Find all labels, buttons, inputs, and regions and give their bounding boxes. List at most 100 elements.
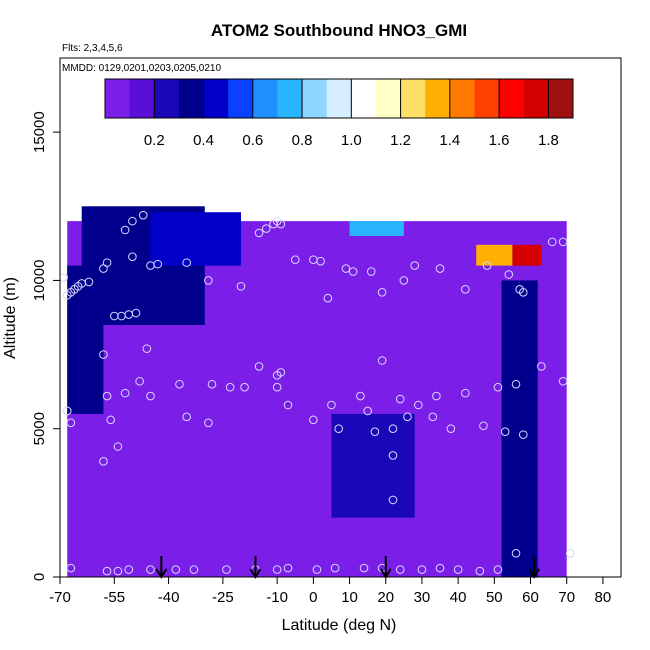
colorbar-swatch [351, 79, 377, 118]
x-tick-label: -70 [49, 589, 71, 606]
flight-path-point [388, 424, 398, 434]
flight-path-point [254, 228, 264, 238]
flight-path-point [316, 256, 325, 266]
x-axis: -70 -55 -40 -25 -10 0 10 20 30 40 50 60 70 80 [49, 577, 611, 606]
y-tick-label: 15000 [31, 111, 48, 153]
colorbar-swatch [499, 79, 525, 118]
flights-note: Flts: 2,3,4,5,6 [62, 43, 123, 54]
flight-path-point [182, 412, 191, 422]
colorbar-frame [104, 78, 574, 119]
x-tick-label: 30 [414, 589, 431, 606]
flight-path-point [511, 548, 521, 558]
chart-title: ATOM2 Southbound HNO3_GMI [211, 21, 467, 40]
colorbar-swatch [154, 79, 180, 118]
flight-path-point [84, 277, 94, 287]
flight-path-point [558, 237, 568, 247]
flight-path-point [283, 563, 293, 573]
flight-path-point [102, 391, 112, 401]
flight-path-point [334, 424, 343, 434]
flight-path-point [537, 362, 546, 371]
flight-path-point [113, 566, 123, 576]
dates-note: MMDD: 0129,0201,0203,0205,0210 [62, 63, 221, 74]
flight-path-point [131, 308, 141, 318]
flight-path-point [222, 565, 231, 574]
flight-path-point [142, 344, 152, 353]
flight-path-point [482, 261, 492, 270]
flight-path-point [120, 225, 130, 235]
flight-path-point [370, 427, 380, 436]
flight-path-point [500, 427, 510, 436]
flight-path-point [138, 210, 148, 220]
x-tick-label: -40 [158, 589, 180, 606]
colorbar-swatch [400, 79, 426, 118]
colorbar-swatch [523, 79, 549, 118]
y-tick-label: 0 [31, 573, 48, 581]
colorbar-swatch [302, 79, 328, 118]
heatmap-region [476, 244, 513, 266]
x-axis-label: Latitude (deg N) [282, 617, 397, 634]
flight-path-point [254, 362, 264, 371]
heatmap-field [67, 206, 567, 577]
flight-path-point [493, 565, 503, 574]
colorbar-tick-label: 1.2 [390, 132, 411, 149]
flight-path-point [240, 382, 249, 392]
flight-path-point [395, 565, 405, 574]
flight-path-point [493, 382, 503, 392]
x-tick-label: 10 [341, 589, 358, 606]
colorbar-tick-label: 1.6 [489, 132, 510, 149]
flight-path-point [479, 421, 488, 431]
x-tick-label: 80 [595, 589, 612, 606]
plot-frame [59, 57, 622, 578]
flight-path-point [435, 563, 445, 573]
y-tick-label: 10000 [31, 260, 48, 302]
flight-path-point [272, 382, 282, 392]
flight-path-point [547, 237, 557, 247]
flight-path-point [403, 412, 412, 422]
colorbar-swatch [474, 79, 500, 118]
x-tick-label: 20 [377, 589, 394, 606]
flight-path-point [461, 285, 470, 294]
y-tick-label: 5000 [31, 412, 48, 445]
flight-path-point [363, 406, 372, 416]
flight-path-point [225, 382, 235, 392]
colorbar-tick-label: 0.8 [292, 132, 313, 149]
flight-path-point [461, 388, 470, 398]
x-tick-label: 0 [309, 589, 317, 606]
flight-path-point [377, 356, 387, 365]
flight-path-point [566, 548, 575, 558]
flight-path-point [153, 259, 163, 269]
colorbar-tick-label: 0.4 [193, 132, 214, 149]
x-tick-label: -10 [266, 589, 288, 606]
flight-path-point [99, 350, 108, 359]
flight-path-point [432, 391, 441, 401]
x-tick-label: -55 [103, 589, 125, 606]
heatmap-region [349, 221, 404, 236]
x-tick-label: 60 [522, 589, 539, 606]
colorbar-swatch [277, 79, 303, 118]
flight-path-point [182, 258, 191, 267]
colorbar: 0.2 0.4 0.6 0.8 1.0 1.2 1.4 1.6 1.8 [104, 78, 574, 149]
x-tick-label: 50 [486, 589, 503, 606]
flight-path-point [446, 424, 456, 434]
flight-path-point [175, 379, 184, 389]
colorbar-swatch [129, 79, 155, 118]
flight-path-point [99, 457, 108, 466]
flight-path-point [102, 566, 112, 576]
flight-path-point [204, 276, 213, 285]
colorbar-tick-label: 1.4 [439, 132, 460, 149]
flight-path-point [290, 255, 300, 264]
flight-path-point [102, 258, 112, 267]
colorbar-tick-label: 0.6 [242, 132, 263, 149]
flight-path-point [276, 368, 286, 377]
flight-path-point [518, 287, 528, 297]
y-axis: 0 5000 10000 15000 [31, 111, 60, 581]
colorbar-swatch [548, 79, 574, 118]
colorbar-swatch [425, 79, 451, 118]
flight-path-point [128, 216, 137, 226]
flight-path-point [66, 563, 76, 573]
colorbar-tick-label: 1.0 [341, 132, 362, 149]
flight-path-point [59, 273, 68, 282]
heatmap-region [331, 413, 415, 518]
flight-path-point [388, 495, 398, 505]
